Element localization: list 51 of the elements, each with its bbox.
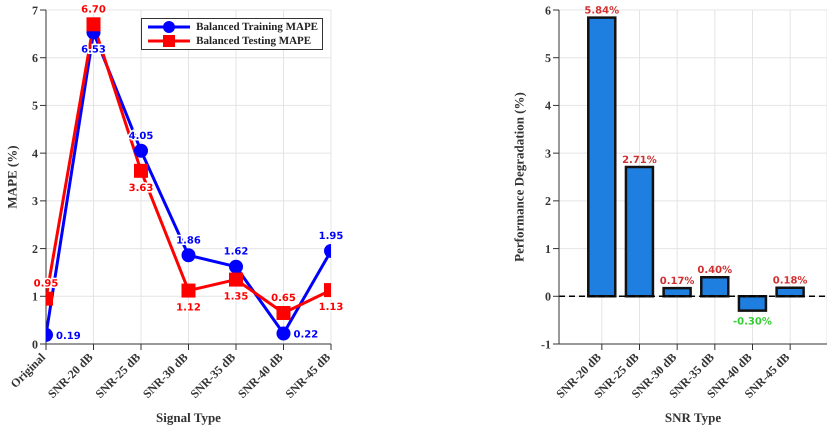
data-label: 1.12 bbox=[176, 302, 201, 314]
data-label: 6.70 bbox=[81, 4, 106, 16]
y-tick-label: 6 bbox=[545, 3, 551, 18]
x-axis-title: Signal Type bbox=[156, 410, 222, 425]
point bbox=[182, 248, 196, 262]
y-axis-title: Performance Degradation (%) bbox=[512, 92, 527, 262]
bar bbox=[662, 286, 692, 298]
point bbox=[229, 272, 243, 287]
data-label: 0.17% bbox=[660, 276, 694, 288]
bar bbox=[700, 276, 730, 298]
point bbox=[134, 144, 148, 158]
y-tick-label: 5 bbox=[545, 50, 551, 65]
data-label: -0.30% bbox=[733, 316, 772, 328]
y-axis-title: MAPE (%) bbox=[4, 145, 20, 209]
y-tick-label: -1 bbox=[541, 337, 551, 352]
y-tick-label: 1 bbox=[32, 290, 38, 304]
point bbox=[276, 326, 290, 341]
point bbox=[229, 260, 243, 274]
bar bbox=[624, 166, 654, 298]
y-tick-label: 7 bbox=[32, 3, 38, 18]
y-tick-label: 2 bbox=[32, 242, 38, 256]
y-tick-label: 6 bbox=[32, 50, 38, 65]
y-tick-label: 3 bbox=[32, 194, 38, 208]
bar bbox=[738, 295, 768, 312]
y-tick-label: 4 bbox=[545, 98, 551, 113]
y-tick-label: 0 bbox=[32, 337, 38, 352]
data-label: 1.35 bbox=[224, 292, 248, 303]
data-label: 1.13 bbox=[318, 302, 344, 314]
data-label: 5.84% bbox=[584, 6, 620, 17]
data-label: 0.19 bbox=[56, 330, 81, 342]
point bbox=[276, 306, 290, 320]
data-label: 0.18% bbox=[772, 276, 808, 287]
y-tick-label: 0 bbox=[545, 290, 551, 304]
y-tick-label: 2 bbox=[545, 194, 551, 208]
data-label: 1.62 bbox=[224, 246, 248, 258]
legend-label: Balanced Testing MAPE bbox=[196, 35, 312, 47]
y-tick-label: 1 bbox=[545, 242, 551, 256]
data-label: 0.40% bbox=[697, 265, 732, 276]
legend-label: Balanced Training MAPE bbox=[196, 21, 318, 33]
y-tick-label: 3 bbox=[545, 146, 551, 160]
point bbox=[134, 164, 148, 178]
data-label: 2.71% bbox=[622, 154, 657, 166]
x-axis-title: SNR Type bbox=[664, 410, 722, 425]
y-tick-label: 4 bbox=[32, 146, 38, 160]
bar bbox=[587, 16, 617, 298]
data-label: 0.22 bbox=[294, 330, 318, 341]
data-label: 1.95 bbox=[318, 230, 344, 242]
bar bbox=[775, 286, 805, 298]
y-tick-label: 5 bbox=[32, 98, 38, 113]
data-label: 0.65 bbox=[271, 292, 296, 304]
point bbox=[182, 284, 196, 298]
